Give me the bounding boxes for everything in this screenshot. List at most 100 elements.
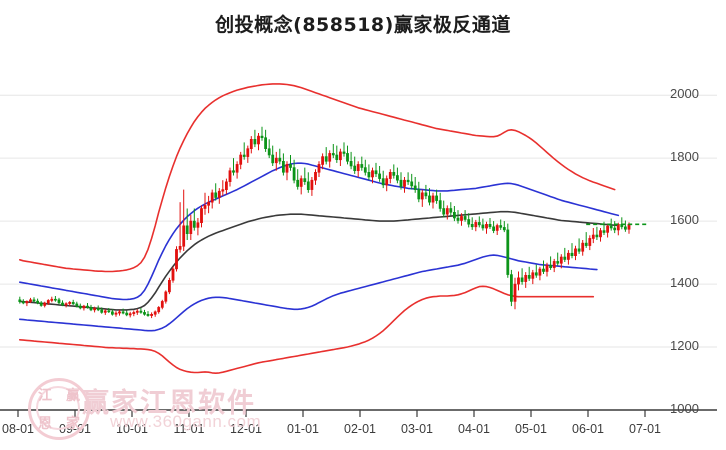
candle: [71, 301, 75, 305]
candle: [125, 312, 129, 316]
candle: [111, 311, 114, 315]
candle: [335, 154, 339, 160]
candle: [118, 311, 121, 314]
x-tick-label: 07-01: [629, 422, 661, 436]
candle: [299, 178, 303, 187]
candle: [552, 261, 556, 268]
candle: [93, 308, 97, 311]
candle: [114, 312, 118, 315]
x-tick-label: 12-01: [230, 422, 262, 436]
candle: [374, 170, 378, 175]
band-line-4: [18, 285, 595, 375]
candle: [46, 300, 50, 304]
candle: [381, 178, 385, 186]
band-line-3: [18, 254, 598, 332]
candle: [96, 308, 100, 311]
candle: [29, 299, 32, 302]
candle: [132, 312, 136, 314]
candle: [310, 179, 314, 190]
candle: [267, 148, 271, 156]
candle: [21, 301, 25, 304]
candle: [43, 302, 47, 306]
band-line-0: [18, 83, 616, 273]
page-title: 创投概念(858518)赢家极反通道: [215, 14, 511, 36]
candle: [185, 225, 189, 235]
candle: [517, 277, 520, 285]
candle: [328, 153, 332, 162]
candle: [264, 137, 268, 149]
candle: [349, 161, 353, 167]
candlestick-series: [18, 126, 631, 319]
candle: [609, 225, 613, 229]
candle: [474, 222, 478, 228]
x-tick-label: 10-01: [116, 422, 148, 436]
candle: [371, 170, 374, 178]
candle: [613, 227, 617, 231]
candle: [606, 225, 610, 233]
candle: [107, 310, 111, 313]
candle: [452, 212, 456, 219]
candle: [225, 181, 228, 191]
candle: [321, 156, 325, 165]
candle: [602, 230, 606, 233]
candle: [385, 178, 389, 186]
candle: [428, 195, 431, 203]
candle: [502, 227, 506, 231]
candle: [207, 201, 211, 206]
candle: [591, 234, 595, 239]
candle: [289, 164, 292, 168]
candle: [524, 274, 528, 282]
candle: [139, 310, 143, 313]
candle: [388, 172, 392, 179]
candle: [542, 268, 545, 272]
gridlines: [0, 94, 717, 348]
candle: [574, 248, 577, 257]
x-tick-label: 05-01: [515, 422, 547, 436]
candle: [417, 189, 421, 200]
candle: [467, 219, 471, 225]
candle: [342, 151, 346, 154]
candle: [128, 313, 132, 316]
candle: [192, 220, 196, 228]
candle: [135, 310, 139, 313]
candle: [175, 249, 178, 270]
candle: [445, 208, 449, 215]
candle: [86, 305, 89, 308]
x-tick-label: 09-01: [59, 422, 91, 436]
candle: [559, 256, 563, 264]
candle: [221, 189, 225, 192]
candle: [210, 192, 214, 203]
y-tick-label: 1200: [670, 338, 699, 354]
band-line-2: [18, 210, 620, 311]
candle: [203, 205, 207, 209]
y-tick-label: 1800: [670, 149, 699, 165]
x-tick-label: 03-01: [401, 422, 433, 436]
y-tick-label: 1400: [670, 275, 699, 291]
candle: [278, 157, 282, 162]
candle: [61, 302, 64, 306]
candle: [18, 299, 22, 302]
candle: [413, 185, 417, 190]
channel-bands: [18, 83, 620, 375]
candle: [438, 200, 442, 209]
axes: [0, 409, 717, 417]
candle: [189, 220, 193, 235]
candle: [296, 179, 300, 187]
candle: [599, 230, 602, 238]
candle: [285, 164, 289, 173]
candle: [64, 303, 68, 306]
candle: [545, 264, 549, 272]
x-tick-label: 02-01: [344, 422, 376, 436]
candle: [78, 305, 82, 309]
candle: [509, 274, 513, 302]
candle: [499, 225, 503, 228]
candle: [378, 173, 382, 179]
candle: [492, 226, 496, 231]
band-line-1: [18, 162, 620, 301]
candle: [460, 216, 463, 221]
candle: [566, 252, 570, 260]
candle: [623, 226, 627, 230]
candle: [157, 307, 161, 313]
candle: [527, 274, 531, 279]
